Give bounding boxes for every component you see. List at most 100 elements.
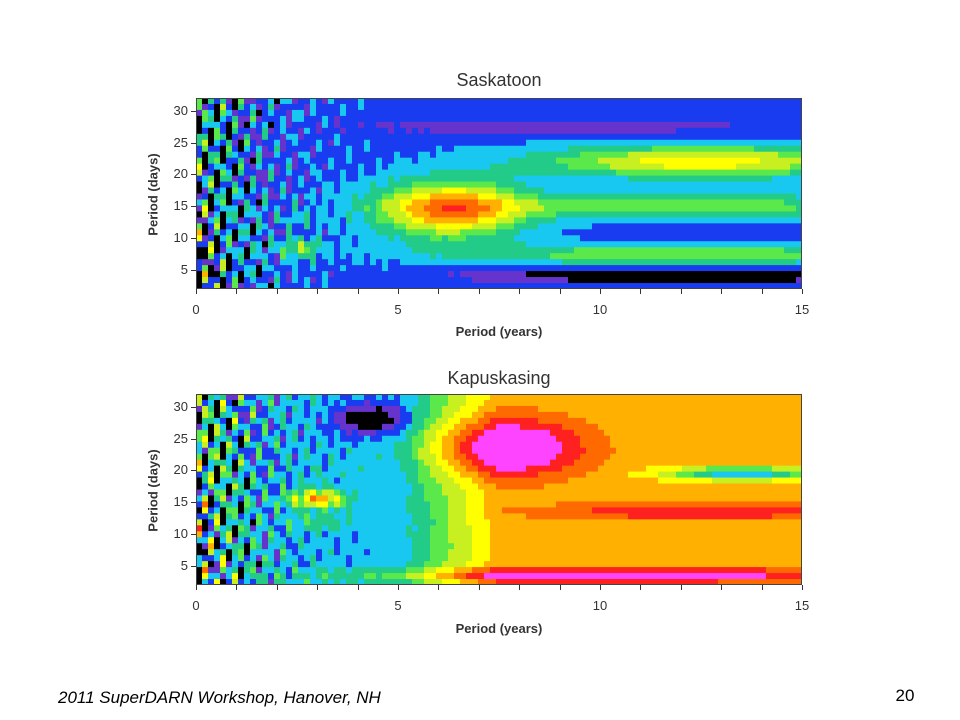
heatmap-cell	[280, 121, 287, 129]
heatmap-cell	[454, 423, 461, 431]
heatmap-cell	[388, 229, 395, 236]
heatmap-cell	[370, 103, 377, 111]
heatmap-cell	[616, 181, 623, 189]
heatmap-cell	[580, 199, 587, 207]
heatmap-cell	[352, 543, 359, 550]
heatmap-cell	[514, 199, 521, 207]
heatmap-cell	[544, 253, 551, 260]
heatmap-cell	[328, 573, 335, 580]
heatmap-cell	[352, 121, 359, 129]
heatmap-cell	[568, 259, 575, 266]
heatmap-cell	[286, 169, 293, 177]
heatmap-cell	[268, 259, 275, 266]
heatmap-cell	[220, 283, 227, 289]
heatmap-cell	[442, 277, 449, 284]
heatmap-cell	[214, 429, 221, 437]
heatmap-cell	[346, 561, 353, 568]
heatmap-cell	[580, 98, 587, 105]
heatmap-cell	[340, 489, 347, 497]
heatmap-cell	[574, 223, 581, 230]
heatmap-cell	[268, 223, 275, 230]
heatmap-cell	[346, 127, 353, 135]
heatmap-cell	[370, 549, 377, 556]
heatmap-cell	[430, 199, 437, 207]
heatmap-cell	[340, 471, 347, 479]
heatmap-cell	[280, 543, 287, 550]
heatmap-cell	[322, 429, 329, 437]
heatmap-cell	[724, 199, 731, 207]
heatmap-cell	[772, 223, 779, 230]
heatmap-cell	[556, 98, 563, 105]
heatmap-cell	[514, 133, 521, 141]
heatmap-cell	[508, 477, 515, 485]
heatmap-cell	[256, 495, 263, 503]
heatmap-cell	[580, 253, 587, 260]
heatmap-cell	[226, 441, 233, 449]
heatmap-cell	[484, 181, 491, 189]
heatmap-cell	[706, 181, 713, 189]
heatmap-cell	[334, 555, 341, 562]
heatmap-cell	[226, 229, 233, 236]
heatmap-cell	[358, 205, 365, 213]
heatmap-cell	[460, 394, 467, 401]
heatmap-cell	[286, 121, 293, 129]
heatmap-cell	[574, 247, 581, 254]
heatmap-cell	[622, 205, 629, 213]
heatmap-cell	[466, 145, 473, 153]
heatmap-cell	[544, 199, 551, 207]
heatmap-cell	[628, 277, 635, 284]
heatmap-cell	[760, 205, 767, 213]
heatmap-cell	[268, 459, 275, 467]
heatmap-cell	[250, 417, 257, 425]
heatmap-cell	[430, 441, 437, 449]
heatmap-cell	[286, 543, 293, 550]
heatmap-cell	[430, 121, 437, 129]
heatmap-cell	[490, 543, 497, 550]
heatmap-cell	[238, 211, 245, 218]
heatmap-cell	[622, 217, 629, 224]
heatmap-cell	[430, 549, 437, 556]
heatmap-cell	[514, 399, 521, 407]
heatmap-cell	[412, 187, 419, 195]
heatmap-cell	[436, 139, 443, 147]
heatmap-cell	[208, 103, 215, 111]
heatmap-cell	[490, 525, 497, 532]
heatmap-cell	[376, 133, 383, 141]
heatmap-cell	[664, 229, 671, 236]
heatmap-cell	[538, 241, 545, 248]
heatmap-cell	[232, 253, 239, 260]
heatmap-cell	[682, 181, 689, 189]
heatmap-cell	[496, 277, 503, 284]
heatmap-cell	[232, 109, 239, 117]
heatmap-cell	[310, 157, 317, 165]
heatmap-cell	[346, 103, 353, 111]
heatmap-cell	[238, 235, 245, 242]
heatmap-cell	[280, 103, 287, 111]
heatmap-cell	[532, 151, 539, 159]
heatmap-cell	[304, 579, 311, 585]
heatmap-cell	[706, 223, 713, 230]
heatmap-cell	[622, 193, 629, 201]
heatmap-cell	[502, 555, 509, 562]
heatmap-cell	[688, 139, 695, 147]
heatmap-cell	[592, 145, 599, 153]
heatmap-cell	[508, 199, 515, 207]
heatmap-cell	[328, 507, 335, 514]
heatmap-cell	[400, 139, 407, 147]
heatmap-cell	[250, 211, 257, 218]
heatmap-cell	[232, 537, 239, 544]
heatmap-cell	[262, 537, 269, 544]
heatmap-cell	[574, 187, 581, 195]
heatmap-cell	[256, 235, 263, 242]
heatmap-cell	[424, 98, 431, 105]
heatmap-cell	[580, 151, 587, 159]
heatmap-cell	[280, 435, 287, 443]
heatmap-cell	[448, 241, 455, 248]
heatmap-cell	[436, 525, 443, 532]
heatmap-cell	[664, 115, 671, 123]
heatmap-cell	[742, 193, 749, 201]
heatmap-cell	[790, 103, 797, 111]
heatmap-cell	[736, 277, 743, 284]
heatmap-cell	[472, 235, 479, 242]
heatmap-cell	[250, 507, 257, 514]
